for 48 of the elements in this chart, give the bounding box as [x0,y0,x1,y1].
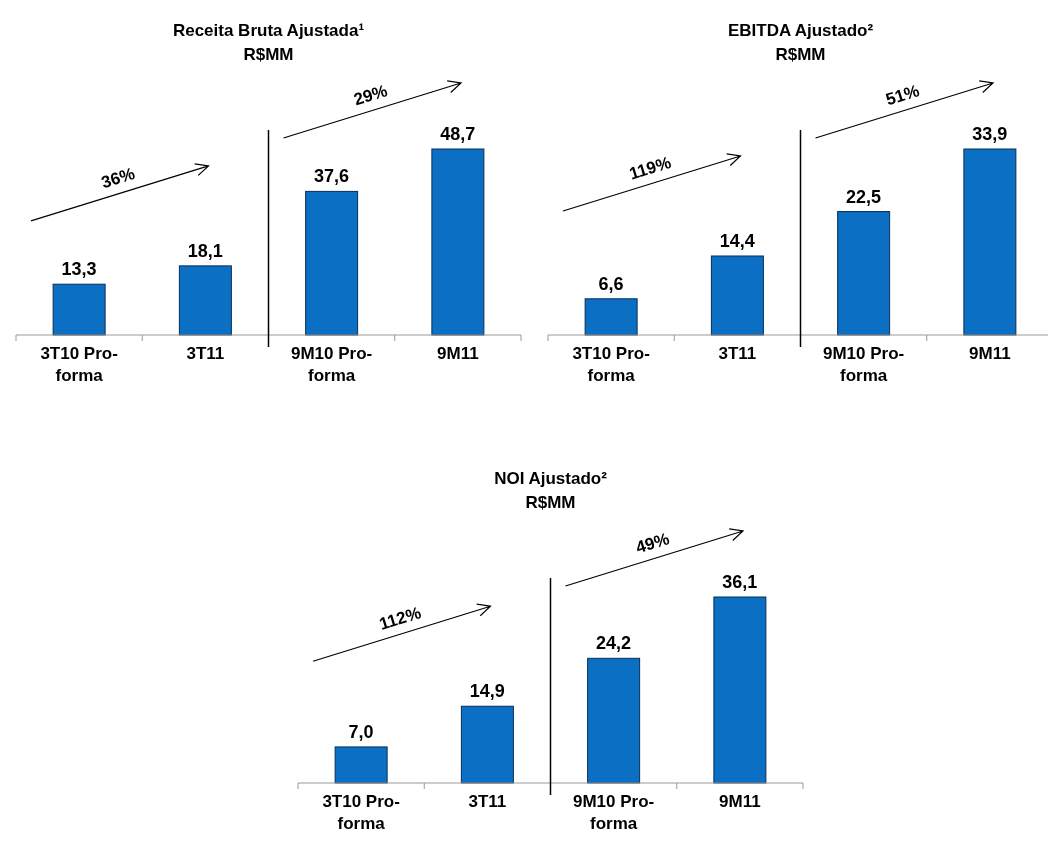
bar [963,148,1017,336]
x-tick-label: 9M11 [719,792,761,811]
x-tick-label: 3T10 Pro-forma [322,792,400,833]
bar [431,148,485,336]
data-label: 24,2 [596,633,632,654]
chart-title: EBITDA Ajustado² [727,21,874,40]
x-tick-label: 9M10 Pro-forma [823,344,905,385]
bar [460,705,514,784]
data-label: 6,6 [598,273,624,294]
bar [710,255,764,336]
data-label: 14,4 [719,230,755,251]
x-tick-label: 9M10 Pro-forma [573,792,655,833]
annotation: 36% [99,164,138,193]
data-label: 36,1 [722,572,758,592]
bar [837,211,891,336]
annotation: 119% [626,152,674,184]
chart-title: NOI Ajustado² [494,469,608,488]
annotation: 112% [376,603,424,634]
text: 51% [883,81,922,110]
x-tick-label: 9M10 Pro-forma [291,344,373,385]
x-tick-label: 9M11 [969,344,1011,363]
x-tick-label: 3T11 [718,344,757,363]
chart-subtitle: R$MM [775,45,826,64]
x-tick-label: 9M11 [437,344,479,363]
data-label: 7,0 [348,721,374,742]
bar [52,283,106,336]
x-tick-label: 3T10 Pro-forma [572,344,650,385]
data-label: 37,6 [314,166,350,187]
chart-subtitle: R$MM [525,493,576,512]
chart-title: Receita Bruta Ajustada¹ [172,21,365,40]
bar [713,596,767,784]
data-label: 33,9 [972,124,1008,144]
data-label: 14,9 [469,681,505,702]
bar [584,298,638,336]
x-tick-label: 3T10 Pro-forma [40,344,118,385]
x-tick-label: 3T11 [186,344,225,363]
data-label: 48,7 [440,124,476,144]
x-tick-label: 3T11 [468,792,507,811]
text: 49% [633,529,672,558]
chart-subtitle: R$MM [243,45,294,64]
bar [334,746,388,784]
bar [587,657,641,784]
data-label: 18,1 [187,240,223,261]
text: 29% [351,81,390,110]
data-label: 13,3 [61,259,97,280]
bar [178,265,232,336]
bar [305,190,359,336]
data-label: 22,5 [846,186,882,207]
